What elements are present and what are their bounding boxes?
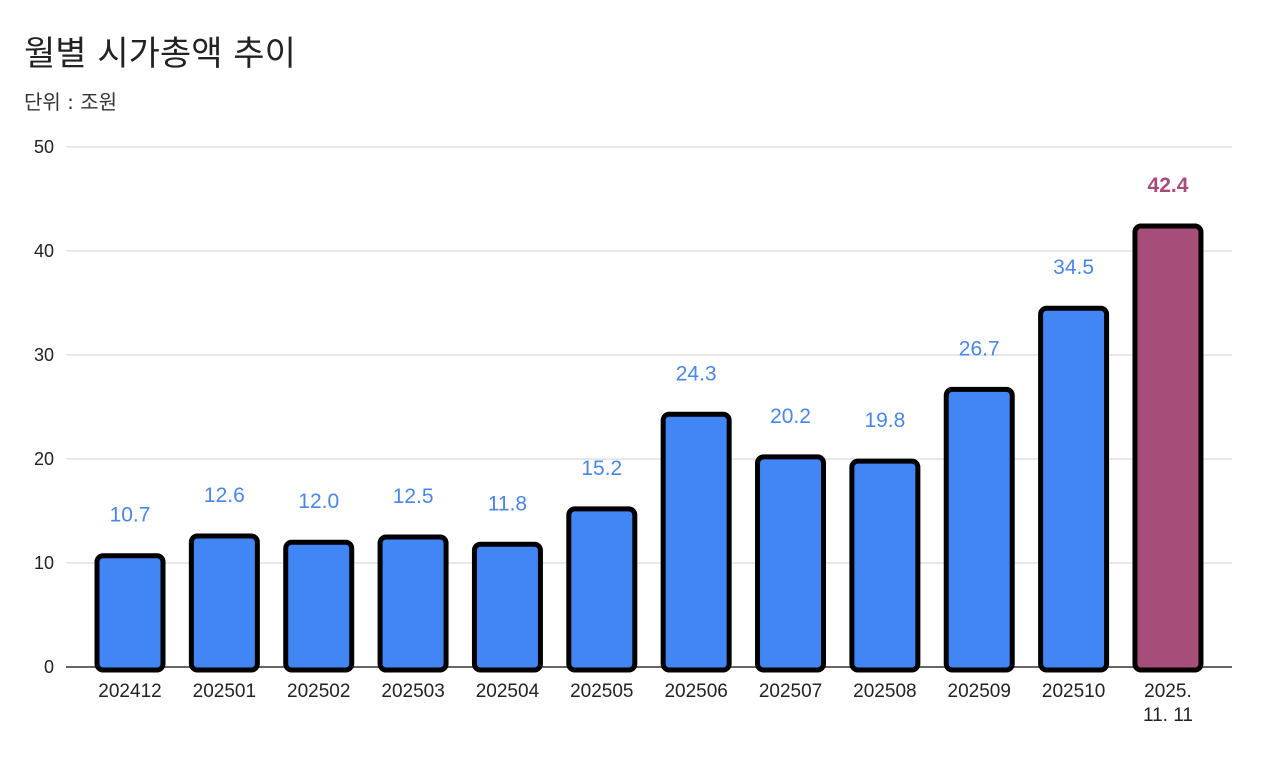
x-tick-label: 2025. 11. 11 xyxy=(1143,681,1193,726)
bar-202503 xyxy=(377,534,449,673)
data-label: 12.6 xyxy=(204,484,245,507)
bar-202508 xyxy=(849,458,921,673)
data-label: 20.2 xyxy=(770,405,811,428)
data-label: 24.3 xyxy=(676,362,717,385)
bar-202510 xyxy=(1038,305,1110,673)
x-tick-label: 202505 xyxy=(570,681,633,702)
data-label: 19.8 xyxy=(864,409,905,432)
x-axis-labels: 202412 202501 202502 202503 202504 202505 2025… xyxy=(98,681,1193,726)
bar-202505 xyxy=(566,506,638,673)
data-label: 15.2 xyxy=(581,457,622,480)
y-tick-label: 30 xyxy=(34,345,54,365)
chart-title: 월별 시가총액 추이 xyxy=(24,34,296,74)
data-label: 26.7 xyxy=(959,337,1000,360)
x-tick-label: 202412 xyxy=(98,681,161,702)
bar-202509 xyxy=(943,386,1015,673)
data-label: 42.4 xyxy=(1148,174,1189,197)
bars xyxy=(94,223,1204,673)
data-label: 12.0 xyxy=(298,490,339,513)
y-tick-label: 0 xyxy=(44,657,54,677)
bar-202506 xyxy=(660,411,732,673)
x-tick-label: 202506 xyxy=(664,681,727,702)
data-label: 11.8 xyxy=(488,492,527,515)
bar-202504 xyxy=(471,541,543,673)
y-tick-label: 20 xyxy=(34,449,54,469)
bar-202507 xyxy=(755,454,827,673)
x-tick-label: 202502 xyxy=(287,681,350,702)
x-tick-label: 202504 xyxy=(476,681,540,702)
data-label: 10.7 xyxy=(110,504,151,527)
x-tick-label: 202508 xyxy=(853,681,916,702)
chart-subtitle: 단위 : 조원 xyxy=(24,90,118,114)
bar-202501 xyxy=(188,533,260,673)
data-label: 12.5 xyxy=(393,485,434,508)
x-tick-label: 202509 xyxy=(948,681,1011,702)
data-labels: 10.7 12.6 12.0 12.5 11.8 15.2 24.3 20.2 19.8 26.7… xyxy=(110,174,1189,527)
x-tick-label: 202503 xyxy=(381,681,444,702)
data-label: 34.5 xyxy=(1053,256,1094,279)
bar-202412 xyxy=(94,553,166,673)
x-tick-label: 202507 xyxy=(759,681,822,702)
y-tick-label: 10 xyxy=(34,553,54,573)
y-tick-label: 40 xyxy=(34,241,54,261)
y-tick-label: 50 xyxy=(34,137,54,157)
gridlines xyxy=(66,146,1232,668)
bar-20251111 xyxy=(1132,223,1204,673)
x-tick-label: 202501 xyxy=(193,681,256,702)
bar-202502 xyxy=(283,539,355,673)
x-tick-label: 202510 xyxy=(1042,681,1105,702)
y-axis-ticks: 0 10 20 30 40 50 xyxy=(34,137,54,677)
